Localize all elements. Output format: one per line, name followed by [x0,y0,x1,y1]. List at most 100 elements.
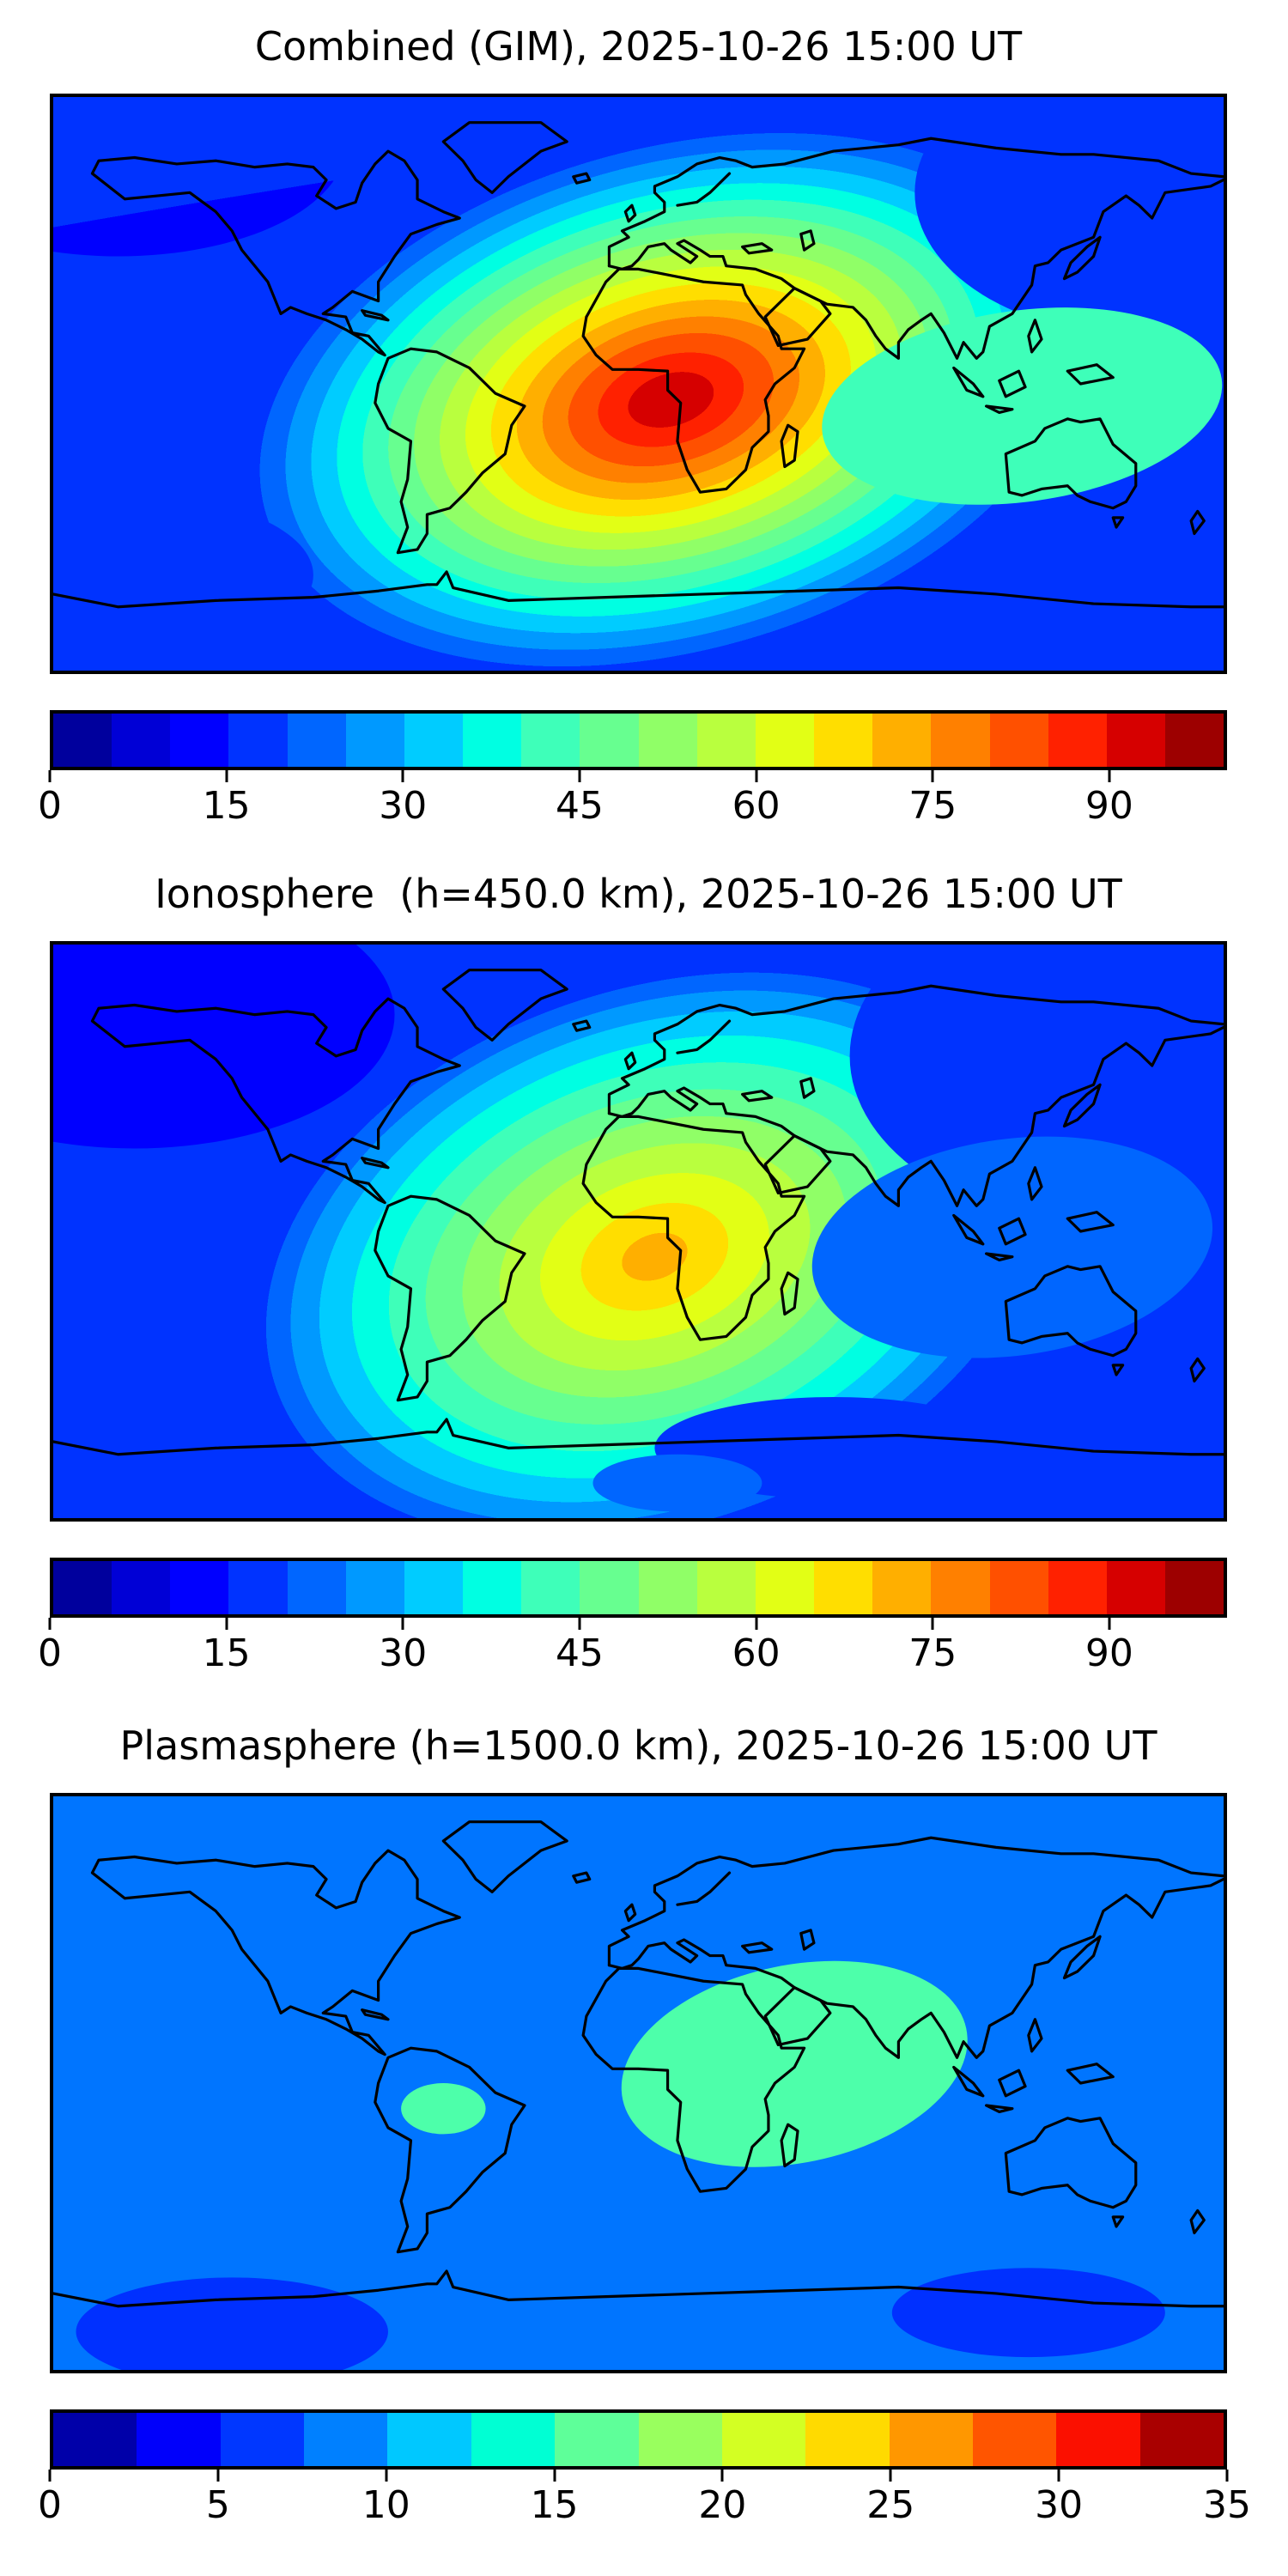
colorbar-tick [1108,1618,1111,1630]
colorbar-segment [638,2413,722,2466]
map-canvas-plasmasphere [53,1796,1224,2370]
colorbar-tick-label: 35 [1203,2483,1251,2527]
colorbar-tick-label: 60 [732,1631,781,1675]
colorbar-segment [1048,1561,1107,1614]
colorbar-segment [696,714,756,767]
colorbar-tick-label: 0 [38,2483,62,2527]
colorbar-tick-label: 0 [38,784,62,828]
colorbar-tick-label: 45 [555,784,604,828]
colorbar-segment [805,2413,890,2466]
world-map-plasmasphere [50,1793,1227,2373]
colorbar-tick-label: 30 [1035,2483,1084,2527]
panel-ionosphere-title: Ionosphere (h=450.0 km), 2025-10-26 15:0… [155,871,1122,917]
colorbar-segment [696,1561,756,1614]
panel-plasmasphere-title: Plasmasphere (h=1500.0 km), 2025-10-26 1… [119,1722,1157,1769]
colorbar-segment [721,2413,806,2466]
colorbar-tick [48,2470,52,2482]
colorbar-tick [385,2470,388,2482]
colorbar-segment [1106,714,1165,767]
colorbar-segment [1164,714,1224,767]
colorbar-segment [112,714,171,767]
colorbar-tick [755,1618,758,1630]
tec-contours-combined [53,97,1224,671]
colorbar-segment [1048,714,1107,767]
colorbar-tick-label: 90 [1084,1631,1133,1675]
colorbar-segment [521,1561,580,1614]
colorbar-ionosphere [50,1558,1227,1618]
colorbar-segment [228,1561,288,1614]
colorbar-segment [170,714,229,767]
colorbar-segment [1139,2413,1224,2466]
colorbar-tick-label: 60 [732,784,781,828]
colorbar-tick [216,2470,220,2482]
world-map-combined [50,94,1227,674]
colorbar-tick-label: 0 [38,1631,62,1675]
colorbar-tick [1057,2470,1060,2482]
colorbar-segment [555,2413,639,2466]
colorbar-tick [225,1618,228,1630]
colorbar-tick-label: 25 [866,2483,915,2527]
colorbar-tick [48,1618,52,1630]
colorbar-tick [1108,770,1111,782]
colorbar-segment [755,1561,815,1614]
colorbar-tick [931,770,934,782]
colorbar-tick-label: 30 [379,784,428,828]
colorbar-segment [580,714,639,767]
map-canvas-ionosphere [53,945,1224,1518]
colorbar-segment [387,2413,471,2466]
colorbar-tick-label: 15 [530,2483,579,2527]
map-canvas-combined [53,97,1224,671]
colorbar-segment [872,714,932,767]
colorbar-axis-plasmasphere: 0 5 10 15 20 25 30 35 [38,2470,1251,2530]
colorbar-segment [580,1561,639,1614]
colorbar-segment [463,714,522,767]
colorbar-segment [1106,1561,1165,1614]
colorbar-segment [471,2413,556,2466]
colorbar-tick-label: 20 [698,2483,747,2527]
colorbar-plasmasphere [50,2409,1227,2470]
colorbar-segment [53,1561,112,1614]
colorbar-segment [53,714,112,767]
colorbar-segment [287,1561,346,1614]
colorbar-segment [1164,1561,1224,1614]
colorbar-tick-label: 75 [908,784,957,828]
colorbar-axis-ionosphere: 0 15 30 45 60 75 90 [38,1618,1227,1678]
colorbar-segment [989,714,1048,767]
colorbar-tick-label: 30 [379,1631,428,1675]
panel-combined-title: Combined (GIM), 2025-10-26 15:00 UT [254,23,1023,70]
colorbar-segment [287,714,346,767]
colorbar-segment [521,714,580,767]
colorbar-combined [50,710,1227,770]
colorbar-tick [755,770,758,782]
colorbar-segment [814,1561,873,1614]
colorbar-segment [220,2413,305,2466]
colorbar-segment [304,2413,388,2466]
colorbar-segment [463,1561,522,1614]
colorbar-tick-label: 45 [555,1631,604,1675]
colorbar-tick-label: 90 [1084,784,1133,828]
colorbar-segment [755,714,815,767]
panel-plasmasphere: Plasmasphere (h=1500.0 km), 2025-10-26 1… [38,1721,1251,2530]
colorbar-tick-label: 5 [205,2483,230,2527]
colorbar-segment [814,714,873,767]
colorbar-segment [1056,2413,1140,2466]
colorbar-segment [228,714,288,767]
colorbar-segment [638,714,697,767]
colorbar-tick [401,1618,404,1630]
colorbar-segment [345,1561,404,1614]
colorbar-segment [404,1561,464,1614]
colorbar-segment [889,2413,973,2466]
colorbar-segment [53,2413,137,2466]
colorbar-segment [989,1561,1048,1614]
colorbar-segment [972,2413,1057,2466]
colorbar-segment [112,1561,171,1614]
colorbar-tick [720,2470,724,2482]
colorbar-tick-label: 15 [202,1631,251,1675]
colorbar-tick [1225,2470,1229,2482]
colorbar-segment [137,2413,221,2466]
colorbar-segment [170,1561,229,1614]
colorbar-tick [553,2470,556,2482]
colorbar-segment [931,714,990,767]
colorbar-tick [889,2470,892,2482]
